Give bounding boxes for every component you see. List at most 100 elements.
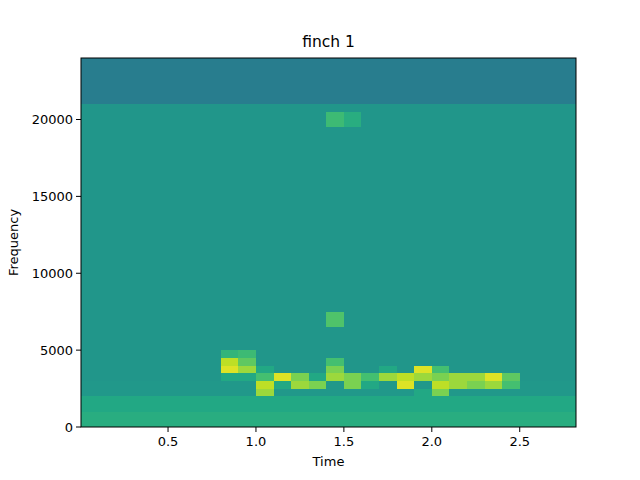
cell xyxy=(326,350,344,358)
y-tick xyxy=(76,196,81,197)
cell xyxy=(344,396,362,411)
cell xyxy=(256,366,274,374)
cell xyxy=(449,58,467,104)
cell xyxy=(291,327,309,350)
cell xyxy=(361,327,379,350)
cell xyxy=(414,58,432,104)
cell xyxy=(467,327,485,350)
cell xyxy=(203,350,221,358)
cell xyxy=(449,127,467,312)
cell xyxy=(203,381,221,389)
cell xyxy=(555,366,573,374)
cell xyxy=(186,396,204,411)
cell xyxy=(168,104,186,112)
cell xyxy=(98,327,116,350)
cell xyxy=(485,327,503,350)
y-tick xyxy=(76,273,81,274)
cell xyxy=(397,389,415,397)
cell xyxy=(221,373,239,381)
cell xyxy=(221,412,239,427)
cell xyxy=(203,373,221,381)
cell xyxy=(98,350,116,358)
cell xyxy=(432,396,450,411)
heatmap-cells xyxy=(81,58,576,427)
cell xyxy=(485,396,503,411)
cell xyxy=(274,312,292,327)
cell xyxy=(309,58,327,104)
cell xyxy=(467,127,485,312)
cell xyxy=(98,389,116,397)
cell xyxy=(221,350,239,358)
cell xyxy=(274,327,292,350)
cell xyxy=(168,412,186,427)
cell xyxy=(203,396,221,411)
y-tick xyxy=(76,350,81,351)
cell xyxy=(81,389,98,397)
cell xyxy=(256,112,274,127)
cell xyxy=(361,366,379,374)
cell xyxy=(221,358,239,366)
cell xyxy=(238,58,256,104)
cell xyxy=(115,127,133,312)
cell xyxy=(537,327,555,350)
cell xyxy=(537,127,555,312)
cell xyxy=(572,373,576,381)
cell xyxy=(485,312,503,327)
cell xyxy=(520,373,538,381)
cell xyxy=(115,373,133,381)
cell xyxy=(467,366,485,374)
cell xyxy=(432,381,450,389)
cell xyxy=(150,389,168,397)
cell xyxy=(414,350,432,358)
cell xyxy=(186,58,204,104)
cell xyxy=(379,127,397,312)
cell xyxy=(274,58,292,104)
cell xyxy=(274,412,292,427)
cell xyxy=(572,412,576,427)
cell xyxy=(203,358,221,366)
cell xyxy=(572,312,576,327)
cell xyxy=(397,104,415,112)
cell xyxy=(467,312,485,327)
cell xyxy=(414,389,432,397)
cell xyxy=(502,366,520,374)
cell xyxy=(221,112,239,127)
cell xyxy=(150,127,168,312)
cell xyxy=(238,366,256,374)
cell xyxy=(186,350,204,358)
cell xyxy=(98,112,116,127)
cell xyxy=(432,312,450,327)
cell xyxy=(326,366,344,374)
cell xyxy=(485,412,503,427)
cell xyxy=(168,366,186,374)
cell xyxy=(379,112,397,127)
cell xyxy=(572,366,576,374)
cell xyxy=(572,104,576,112)
cell xyxy=(397,350,415,358)
cell xyxy=(133,366,151,374)
cell xyxy=(150,373,168,381)
y-tick xyxy=(76,119,81,120)
cell xyxy=(344,381,362,389)
cell xyxy=(133,112,151,127)
cell xyxy=(432,112,450,127)
cell xyxy=(274,127,292,312)
cell xyxy=(256,327,274,350)
cell xyxy=(379,373,397,381)
cell xyxy=(98,358,116,366)
cell xyxy=(150,396,168,411)
cell xyxy=(81,350,98,358)
cell xyxy=(432,373,450,381)
cell xyxy=(256,350,274,358)
cell xyxy=(168,396,186,411)
cell xyxy=(291,366,309,374)
cell xyxy=(168,381,186,389)
cell xyxy=(115,412,133,427)
cell xyxy=(326,112,344,127)
cell xyxy=(150,412,168,427)
cell xyxy=(432,327,450,350)
cell xyxy=(555,373,573,381)
cell xyxy=(221,104,239,112)
cell xyxy=(555,389,573,397)
cell xyxy=(361,389,379,397)
